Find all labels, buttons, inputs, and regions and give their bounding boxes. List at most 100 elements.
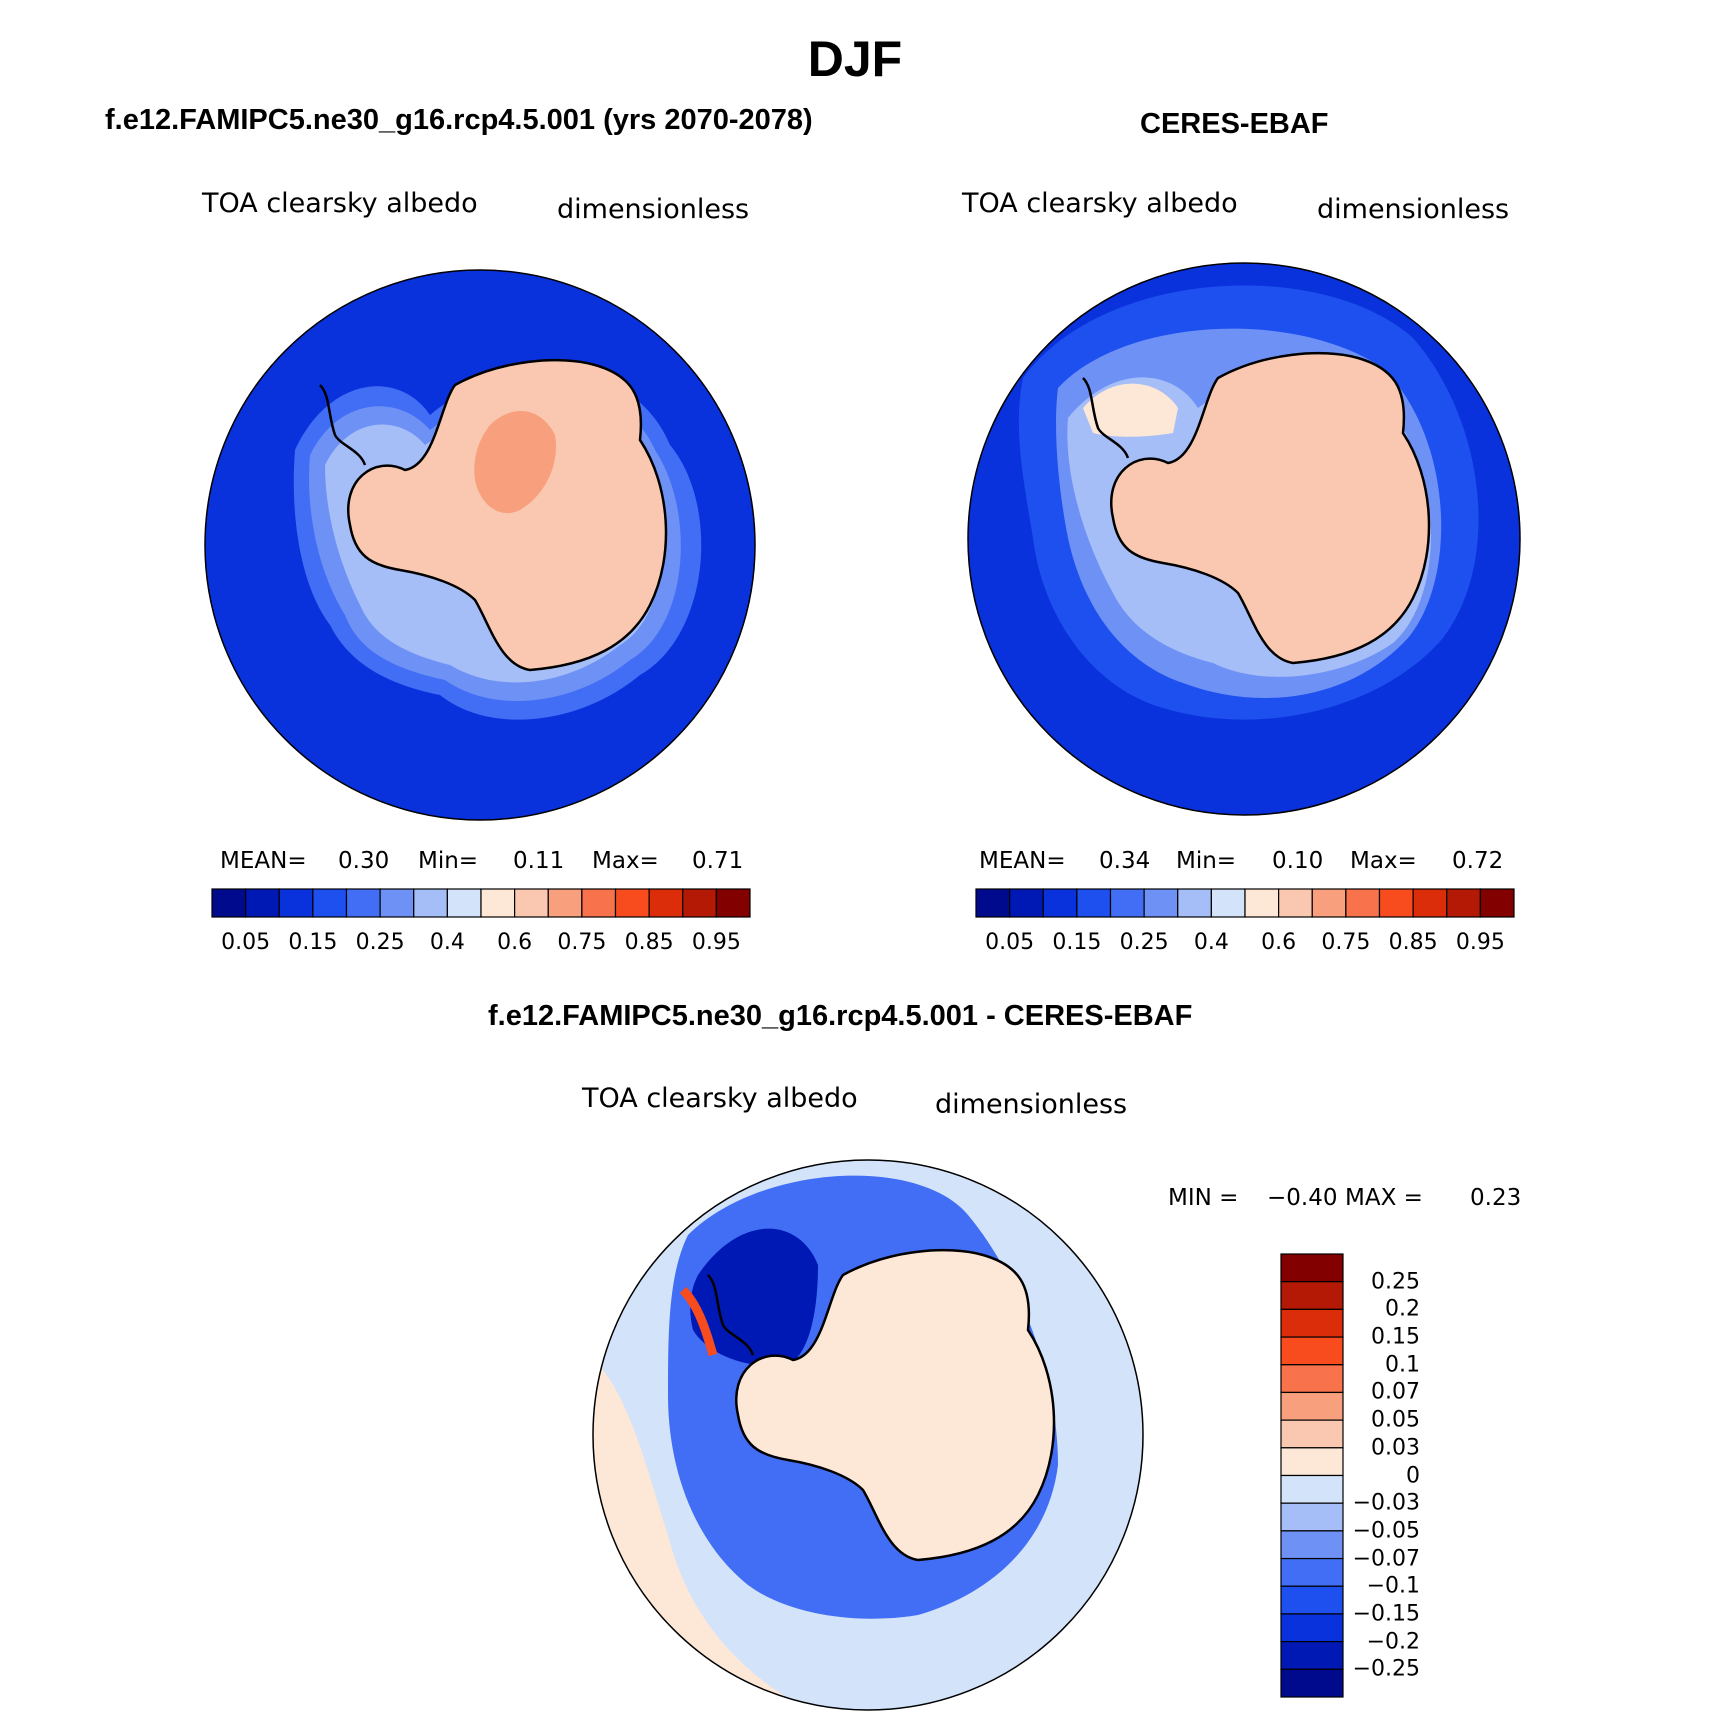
diff-colorbar-tick-label: −0.03 [1352, 1490, 1420, 1516]
model-colorbar-tick-label: 0.85 [624, 930, 674, 955]
obs-polar-map [967, 262, 1521, 816]
diff-colorbar-tick-label: 0.1 [1385, 1352, 1420, 1378]
obs-colorbar-box [1278, 888, 1313, 918]
obs-colorbar-box [1345, 888, 1381, 918]
obs-antarctica-continent [1110, 351, 1431, 665]
diff-max-label: MAX = [1345, 1185, 1423, 1211]
diff-colorbar-box [1280, 1502, 1344, 1532]
obs-peninsula-coast [1082, 377, 1130, 459]
obs-colorbar-box [1479, 888, 1515, 918]
model-colorbar-box [682, 888, 717, 918]
diff-colorbar-box [1280, 1308, 1344, 1338]
obs-colorbar-box [1311, 888, 1347, 918]
obs-max-label: Max= [1350, 848, 1417, 874]
obs-colorbar-box [1109, 888, 1145, 918]
diff-min-label: MIN = [1168, 1185, 1239, 1211]
obs-colorbar-box [1009, 888, 1044, 918]
diff-polar-map [592, 1159, 1144, 1711]
diff-colorbar-tick-label: 0.15 [1371, 1324, 1420, 1350]
obs-colorbar-box [1177, 888, 1212, 918]
diff-units-label: dimensionless [935, 1089, 1128, 1120]
model-polar-map [204, 269, 756, 821]
diff-colorbar-box [1280, 1585, 1344, 1615]
model-mean-value: 0.30 [338, 848, 390, 874]
obs-colorbar-tick-label: 0.95 [1455, 930, 1505, 955]
model-max-value: 0.71 [692, 848, 744, 874]
diff-colorbar-box [1280, 1391, 1344, 1421]
obs-max-value: 0.72 [1452, 848, 1504, 874]
diff-colorbar-tick-label: 0.07 [1371, 1379, 1420, 1405]
obs-colorbar-box [1076, 888, 1112, 918]
diff-positive-peninsula [679, 1286, 718, 1357]
diff-colorbar-box [1280, 1668, 1344, 1698]
model-colorbar-box [514, 888, 549, 918]
diff-colorbar-tick-label: −0.2 [1366, 1629, 1420, 1655]
obs-colorbar-tick-label: 0.05 [985, 930, 1035, 955]
diff-colorbar-tick-label: 0.2 [1385, 1296, 1420, 1322]
obs-mean-label: MEAN= [979, 848, 1066, 874]
obs-weddell-sea-ice [1083, 383, 1178, 437]
model-colorbar-box [614, 888, 650, 918]
model-colorbar-box [245, 888, 280, 918]
diff-colorbar-tick-label: −0.25 [1352, 1656, 1420, 1682]
diff-colorbar-box [1280, 1364, 1344, 1394]
diff-variable-label: TOA clearsky albedo [582, 1083, 858, 1114]
diff-antarctica-continent [735, 1248, 1056, 1562]
obs-map-border [967, 262, 1521, 816]
obs-panel-title: CERES-EBAF [1140, 108, 1329, 140]
diff-peninsula-coast [707, 1274, 755, 1356]
model-colorbar-box [446, 888, 482, 918]
model-min-label: Min= [418, 848, 479, 874]
model-colorbar-box [312, 888, 348, 918]
model-colorbar-box [345, 888, 381, 918]
model-colorbar-tick-label: 0.25 [355, 930, 405, 955]
obs-colorbar [975, 888, 1515, 918]
obs-colorbar-box [1210, 888, 1246, 918]
diff-panel-title: f.e12.FAMIPC5.ne30_g16.rcp4.5.001 - CERE… [488, 1000, 1193, 1032]
obs-colorbar-box [1244, 888, 1280, 918]
diff-strong-negative-region [690, 1228, 818, 1366]
model-min-value: 0.11 [513, 848, 565, 874]
diff-colorbar-tick-label: 0.03 [1371, 1435, 1420, 1461]
diff-colorbar-box [1280, 1474, 1344, 1504]
model-colorbar-box [278, 888, 314, 918]
model-colorbar-box [648, 888, 684, 918]
diff-colorbar-box [1280, 1530, 1344, 1560]
main-title: DJF [807, 31, 903, 87]
obs-colorbar-tick-label: 0.15 [1052, 930, 1102, 955]
diff-colorbar-box [1280, 1281, 1344, 1310]
diff-colorbar-tick-label: −0.05 [1352, 1518, 1420, 1544]
obs-colorbar-box [1446, 888, 1481, 918]
obs-colorbar-box [1143, 888, 1179, 918]
obs-min-label: Min= [1176, 848, 1237, 874]
model-colorbar-box [379, 888, 415, 918]
obs-colorbar-tick-label: 0.6 [1261, 930, 1297, 955]
model-variable-label: TOA clearsky albedo [202, 188, 478, 219]
diff-colorbar-box [1280, 1447, 1344, 1477]
model-colorbar-box [715, 888, 751, 918]
model-units-label: dimensionless [557, 194, 750, 225]
obs-min-value: 0.10 [1272, 848, 1324, 874]
diff-colorbar-tick-label: 0.25 [1371, 1269, 1420, 1295]
model-high-albedo-patch [474, 411, 556, 514]
model-colorbar-box [547, 888, 583, 918]
model-colorbar [211, 888, 751, 918]
model-colorbar-tick-label: 0.4 [429, 930, 465, 955]
model-map-border [204, 269, 756, 821]
diff-colorbar-box [1280, 1641, 1344, 1670]
diff-colorbar-tick-label: 0 [1406, 1463, 1420, 1488]
diff-colorbar-tick-label: −0.1 [1366, 1573, 1420, 1599]
obs-colorbar-tick-label: 0.4 [1193, 930, 1229, 955]
model-antarctica-continent [347, 358, 668, 672]
model-colorbar-tick-label: 0.05 [221, 930, 271, 955]
model-mean-label: MEAN= [220, 848, 307, 874]
obs-variable-label: TOA clearsky albedo [962, 188, 1238, 219]
obs-colorbar-tick-label: 0.75 [1321, 930, 1371, 955]
model-colorbar-box [581, 888, 617, 918]
diff-colorbar-box [1280, 1336, 1344, 1366]
diff-colorbar-box [1280, 1419, 1344, 1449]
model-colorbar-tick-label: 0.15 [288, 930, 338, 955]
obs-units-label: dimensionless [1317, 194, 1510, 225]
obs-mean-value: 0.34 [1099, 848, 1151, 874]
model-colorbar-box [413, 888, 448, 918]
